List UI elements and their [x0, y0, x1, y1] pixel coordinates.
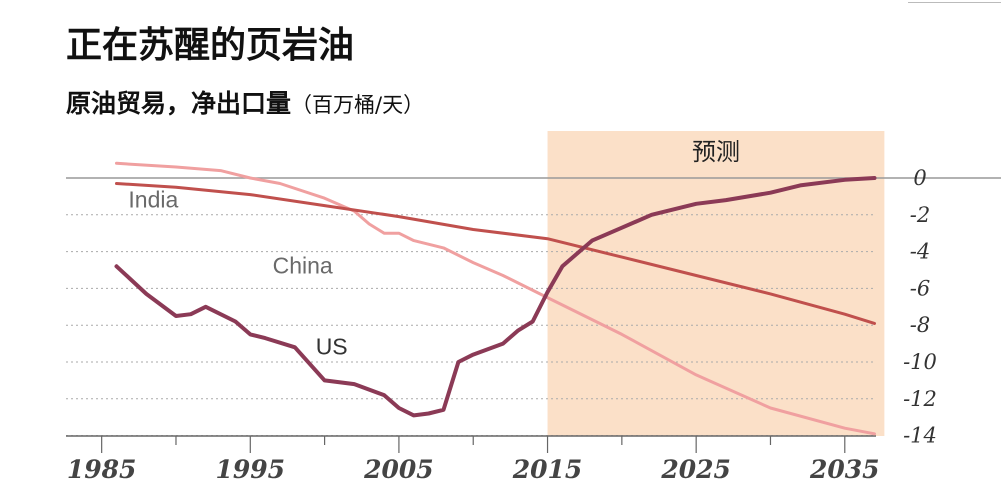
series-label-us: US [316, 334, 348, 360]
chart-title: 正在苏醒的页岩油 [66, 25, 355, 66]
y-tick-label: -2 [910, 203, 930, 227]
series-line-china [115, 161, 876, 436]
y-tick-label: -10 [903, 350, 937, 374]
series-line-us [114, 176, 877, 418]
decorative-rule [908, 2, 1001, 3]
y-tick-label: -6 [910, 276, 930, 300]
y-tick-label: -4 [910, 240, 930, 264]
series-line-india [115, 182, 876, 325]
x-tick-label: 2005 [363, 455, 434, 484]
x-tick-label: 2035 [809, 455, 880, 484]
y-tick-label: 0 [913, 166, 926, 190]
x-tick-label: 2015 [512, 455, 583, 484]
forecast-band [547, 131, 885, 436]
forecast-label: 预测 [692, 138, 740, 166]
x-tick-label: 1995 [215, 455, 285, 484]
chart-subtitle: 原油贸易，净出口量（百万桶/天） [66, 84, 424, 120]
unit-text: （百万桶/天） [291, 93, 425, 117]
x-tick-label: 2025 [660, 455, 731, 484]
y-tick-label: -14 [903, 424, 937, 448]
y-tick-label: -8 [910, 313, 930, 337]
subtitle-text: 原油贸易，净出口量 [66, 89, 292, 118]
x-tick-label: 1985 [67, 455, 137, 484]
y-tick-label: -12 [903, 387, 937, 411]
series-label-china: China [273, 253, 333, 279]
series-label-india: India [128, 186, 178, 212]
